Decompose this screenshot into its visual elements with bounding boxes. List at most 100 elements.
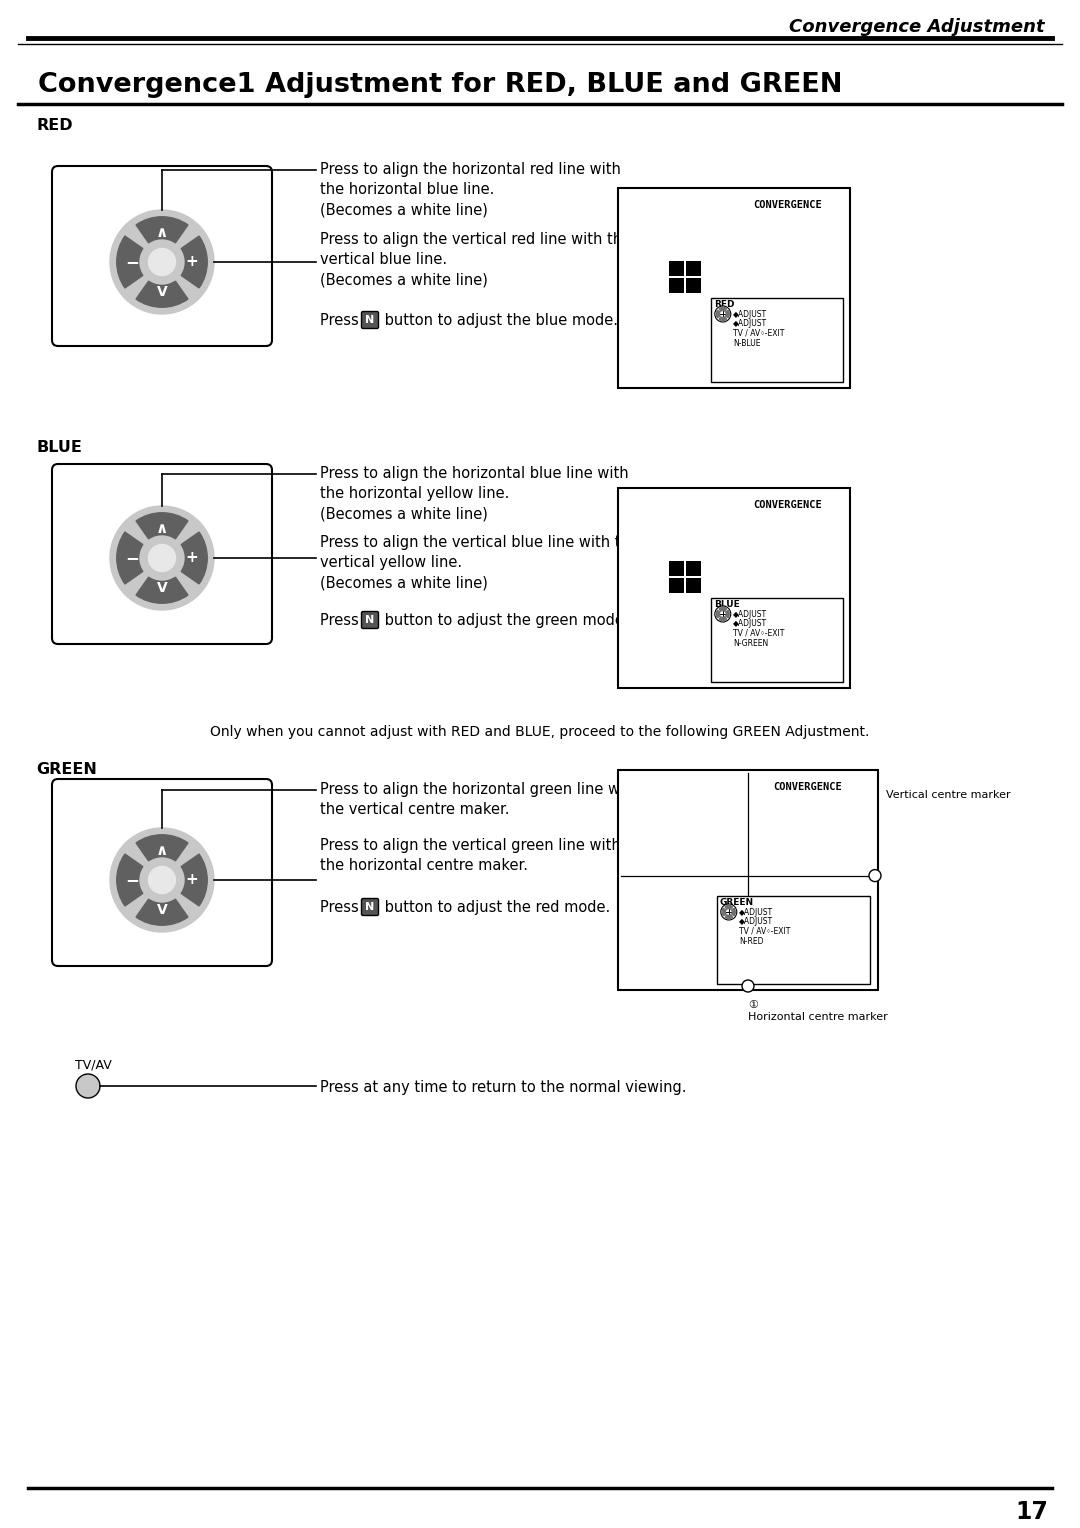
Wedge shape [136, 217, 188, 243]
Wedge shape [731, 908, 735, 915]
Text: BLUE: BLUE [36, 440, 82, 455]
Bar [717, 895, 870, 984]
Wedge shape [136, 578, 188, 604]
Wedge shape [725, 906, 732, 909]
Text: Press: Press [320, 900, 363, 915]
Circle shape [110, 209, 214, 313]
Wedge shape [181, 854, 207, 906]
FancyBboxPatch shape [362, 898, 378, 915]
Circle shape [869, 869, 881, 882]
Wedge shape [181, 235, 207, 287]
Wedge shape [716, 310, 720, 318]
Text: −: − [125, 549, 139, 567]
Text: Press: Press [320, 313, 363, 329]
Bar [711, 597, 843, 681]
Text: Press at any time to return to the normal viewing.: Press at any time to return to the norma… [320, 1080, 687, 1096]
Text: ◆ADJUST: ◆ADJUST [733, 619, 767, 628]
Text: button to adjust the green mode.: button to adjust the green mode. [380, 613, 629, 628]
Text: +: + [186, 872, 198, 888]
Bar [669, 278, 684, 293]
Wedge shape [725, 915, 732, 918]
Bar [686, 261, 701, 277]
Text: V: V [157, 284, 167, 298]
Text: ◆ADJUST: ◆ADJUST [733, 319, 767, 329]
Text: Press to align the horizontal red line with
the horizontal blue line.
(Becomes a: Press to align the horizontal red line w… [320, 162, 621, 219]
Wedge shape [136, 898, 188, 926]
Wedge shape [117, 854, 143, 906]
Wedge shape [723, 908, 726, 915]
Circle shape [715, 306, 731, 322]
Text: −: − [125, 254, 139, 270]
Text: Vertical centre marker: Vertical centre marker [886, 790, 1011, 801]
Wedge shape [136, 513, 188, 539]
Text: N-RED: N-RED [739, 937, 764, 946]
Bar [686, 578, 701, 593]
Circle shape [148, 866, 176, 894]
Text: ◆ADJUST: ◆ADJUST [733, 610, 767, 619]
Text: N-GREEN: N-GREEN [733, 639, 768, 648]
Text: Press to align the vertical red line with the
vertical blue line.
(Becomes a whi: Press to align the vertical red line wit… [320, 232, 631, 287]
Circle shape [715, 607, 731, 622]
Bar [686, 278, 701, 293]
Text: Horizontal centre marker: Horizontal centre marker [748, 1012, 888, 1022]
Circle shape [110, 506, 214, 610]
Text: CONVERGENCE: CONVERGENCE [753, 500, 822, 510]
Circle shape [720, 905, 737, 920]
Text: ①: ① [748, 999, 758, 1010]
Wedge shape [117, 235, 143, 287]
Wedge shape [136, 281, 188, 307]
Text: RED: RED [714, 299, 734, 309]
Text: Only when you cannot adjust with RED and BLUE, proceed to the following GREEN Ad: Only when you cannot adjust with RED and… [211, 724, 869, 740]
Text: BLUE: BLUE [714, 601, 740, 610]
Bar [618, 770, 878, 990]
Wedge shape [716, 610, 720, 617]
Wedge shape [117, 532, 143, 584]
Text: N: N [365, 902, 375, 912]
Text: TV / AV◦-EXIT: TV / AV◦-EXIT [733, 630, 784, 639]
Bar [618, 487, 850, 688]
Wedge shape [726, 610, 729, 617]
Text: V: V [157, 903, 167, 917]
Text: Convergence1 Adjustment for RED, BLUE and GREEN: Convergence1 Adjustment for RED, BLUE an… [38, 72, 842, 98]
Wedge shape [726, 310, 729, 318]
Text: CONVERGENCE: CONVERGENCE [753, 200, 822, 209]
Text: N: N [365, 614, 375, 625]
Text: RED: RED [36, 118, 72, 133]
FancyBboxPatch shape [362, 312, 378, 329]
Text: Convergence Adjustment: Convergence Adjustment [789, 18, 1045, 37]
FancyBboxPatch shape [52, 465, 272, 643]
Text: ◆ADJUST: ◆ADJUST [739, 917, 773, 926]
Text: GREEN: GREEN [36, 762, 97, 778]
Text: ∧: ∧ [156, 521, 168, 536]
Bar [618, 188, 850, 388]
Circle shape [742, 979, 754, 992]
Text: Press: Press [320, 613, 363, 628]
Bar [669, 578, 684, 593]
Text: CONVERGENCE: CONVERGENCE [773, 782, 842, 792]
Text: ∧: ∧ [156, 843, 168, 857]
Text: V: V [157, 581, 167, 594]
Text: Press to align the horizontal green line with
the vertical centre maker.: Press to align the horizontal green line… [320, 782, 639, 817]
Circle shape [76, 1074, 100, 1099]
FancyBboxPatch shape [52, 167, 272, 345]
Wedge shape [181, 532, 207, 584]
Wedge shape [719, 316, 727, 321]
Bar [711, 298, 843, 382]
Wedge shape [719, 608, 727, 611]
Circle shape [148, 249, 176, 275]
FancyBboxPatch shape [362, 611, 378, 628]
Text: +: + [186, 550, 198, 565]
Text: button to adjust the red mode.: button to adjust the red mode. [380, 900, 610, 915]
Circle shape [148, 544, 176, 571]
Text: GREEN: GREEN [719, 898, 754, 908]
Text: ◆ADJUST: ◆ADJUST [733, 310, 767, 319]
Bar [669, 261, 684, 277]
Bar [686, 561, 701, 576]
Wedge shape [719, 617, 727, 620]
Circle shape [110, 828, 214, 932]
Text: +: + [186, 255, 198, 269]
Text: ◆ADJUST: ◆ADJUST [739, 908, 773, 917]
Text: −: − [125, 871, 139, 889]
Text: Press to align the vertical green line with
the horizontal centre maker.: Press to align the vertical green line w… [320, 837, 621, 874]
Wedge shape [136, 834, 188, 860]
